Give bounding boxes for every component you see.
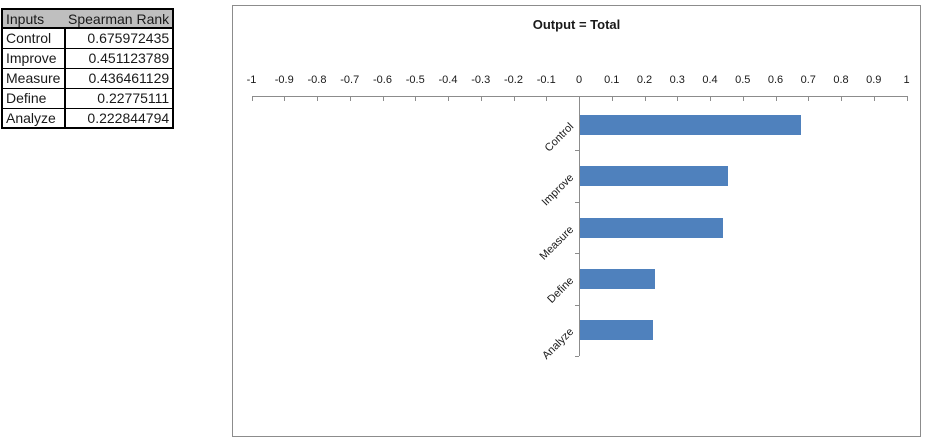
x-axis-tick-mark — [710, 96, 711, 101]
x-axis-tick-label: -0.2 — [504, 74, 523, 86]
category-axis-tick — [575, 150, 579, 152]
x-axis-tick-mark — [808, 96, 810, 101]
x-axis-tick-label: -1 — [246, 74, 257, 86]
x-axis-tick-mark — [873, 96, 875, 101]
table-header-inputs[interactable]: Inputs — [2, 9, 65, 29]
x-axis-tick-mark — [742, 96, 744, 101]
table-row: Improve 0.451123789 — [1, 47, 174, 69]
x-axis-tick-label: -0.3 — [471, 74, 491, 86]
x-axis-tick-mark — [415, 96, 417, 101]
table-row: Control 0.675972435 — [1, 27, 174, 49]
table-header-row: Inputs Spearman Rank — [2, 9, 174, 29]
rank-value-cell[interactable]: 0.222844794 — [64, 107, 174, 129]
table-header-spearman-rank[interactable]: Spearman Rank — [65, 9, 174, 29]
x-axis-tick-mark — [841, 96, 842, 101]
x-axis-tick-label: -0.9 — [274, 74, 294, 86]
table-row: Measure 0.436461129 — [1, 67, 174, 89]
x-axis-tick-mark — [382, 96, 384, 101]
category-axis-tick — [575, 201, 579, 203]
x-axis-tick-label: 1 — [903, 74, 910, 86]
x-axis-tick-mark — [611, 96, 613, 101]
input-name-cell[interactable]: Control — [1, 27, 66, 49]
x-axis-tick-mark — [448, 96, 449, 101]
input-name-cell[interactable]: Improve — [1, 47, 66, 69]
x-axis-tick-mark — [644, 96, 646, 101]
x-axis-tick-label: 0.2 — [636, 74, 653, 86]
x-axis-tick-mark — [480, 96, 482, 101]
bar-analyze[interactable] — [580, 320, 653, 341]
rank-value-cell[interactable]: 0.436461129 — [64, 67, 174, 89]
rank-value-cell[interactable]: 0.451123789 — [64, 47, 174, 69]
bar-control[interactable] — [580, 114, 802, 135]
x-axis-tick-label: -0.1 — [536, 74, 556, 86]
category-axis-tick — [575, 304, 579, 306]
x-axis-tick-label: -0.8 — [307, 74, 327, 86]
x-axis-tick-mark — [317, 96, 318, 101]
input-name-cell[interactable]: Define — [1, 87, 66, 109]
table-row: Analyze 0.222844794 — [1, 107, 174, 129]
x-axis-tick-mark — [677, 96, 679, 101]
x-axis-tick-label: -0.4 — [438, 74, 458, 86]
bar-define[interactable] — [580, 268, 655, 289]
table-row: Define 0.22775111 — [1, 87, 174, 109]
input-name-cell[interactable]: Measure — [1, 67, 66, 89]
input-name-cell[interactable]: Analyze — [1, 107, 66, 129]
bar-improve[interactable] — [580, 166, 728, 187]
x-axis-tick-label: -0.7 — [340, 74, 360, 86]
x-axis-tick-label: 0.8 — [833, 74, 849, 86]
category-axis-tick — [575, 253, 579, 255]
x-axis-tick-label: 0 — [575, 74, 583, 86]
x-axis-tick-label: 0.9 — [866, 74, 882, 86]
tornado-bar-chart: Output = Total -1 -0.9 -0.8 -0.7 -0.6 -0.5 -0.… — [232, 5, 921, 437]
x-axis-tick-mark — [546, 96, 548, 101]
rank-value-cell[interactable]: 0.22775111 — [64, 87, 174, 109]
spearman-rank-table: Inputs Spearman Rank Control 0.675972435… — [1, 8, 175, 129]
x-axis-tick-label: 0.6 — [767, 74, 784, 86]
category-axis-tick — [575, 356, 579, 357]
x-axis-tick-mark — [284, 96, 286, 101]
x-axis-tick-label: 0.1 — [604, 74, 620, 86]
x-axis-tick-label: 0.7 — [800, 74, 816, 86]
x-axis-tick-label: 0.3 — [669, 74, 685, 86]
bar-measure[interactable] — [580, 217, 723, 238]
x-axis-tick-label: -0.6 — [373, 74, 392, 86]
x-axis-tick-mark — [513, 96, 515, 101]
x-axis-tick-label: -0.5 — [405, 74, 425, 86]
x-axis-tick-label: 0.5 — [735, 74, 751, 86]
rank-value-cell[interactable]: 0.675972435 — [64, 27, 174, 49]
x-axis-tick-label: 0.4 — [702, 74, 718, 86]
category-axis-line — [579, 96, 580, 356]
x-axis-tick-mark — [349, 96, 351, 101]
x-axis-tick-mark — [906, 96, 908, 101]
chart-title: Output = Total — [532, 17, 621, 32]
plot-area: -1 -0.9 -0.8 -0.7 -0.6 -0.5 -0.4 -0.3 -0.2 -0.1 0 0… — [233, 6, 920, 436]
x-axis-tick-mark — [775, 96, 777, 101]
x-axis-tick-mark — [251, 96, 253, 101]
